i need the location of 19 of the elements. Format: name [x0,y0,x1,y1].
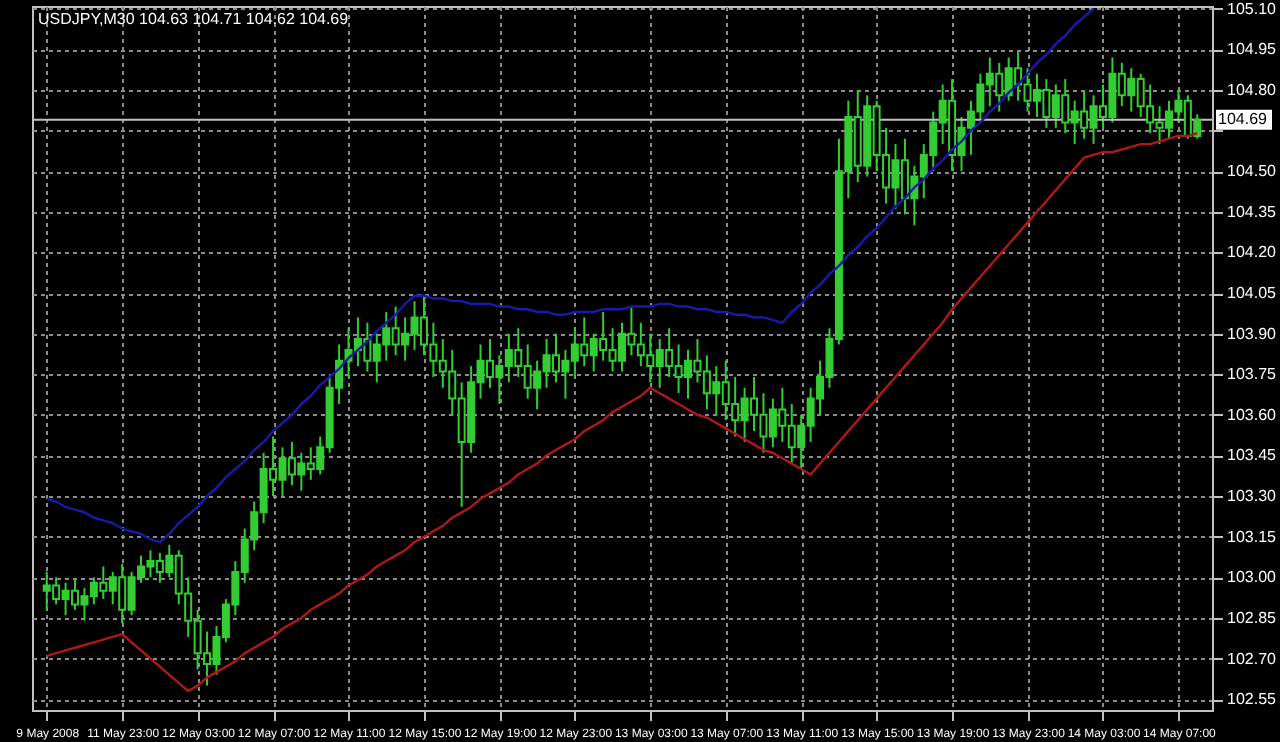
y-tick-label: 104.35 [1227,202,1278,221]
y-tick-label: 103.15 [1227,527,1278,546]
y-tick-label: 102.70 [1227,649,1278,668]
y-tick-label: 102.85 [1227,608,1278,627]
y-tick-label: 103.90 [1227,324,1278,343]
y-tick-label: 103.60 [1227,405,1278,424]
y-tick-label: 103.45 [1227,446,1278,465]
ref-line-label: 104.69 [1218,109,1269,128]
y-tick-label: 104.05 [1227,284,1278,303]
y-tick-label: 104.20 [1227,243,1278,262]
y-tick-label: 103.30 [1227,487,1278,506]
y-tick-label: 103.00 [1227,568,1278,587]
y-tick-label: 104.95 [1227,40,1278,59]
y-tick-label: 104.80 [1227,80,1278,99]
y-tick-label: 104.50 [1227,162,1278,181]
y-tick-label: 103.75 [1227,365,1278,384]
chart-title: USDJPY,M30 104.63 104.71 104.62 104.69 [38,10,350,28]
y-tick-label: 105.10 [1227,0,1278,18]
y-tick-label: 102.55 [1227,690,1278,709]
